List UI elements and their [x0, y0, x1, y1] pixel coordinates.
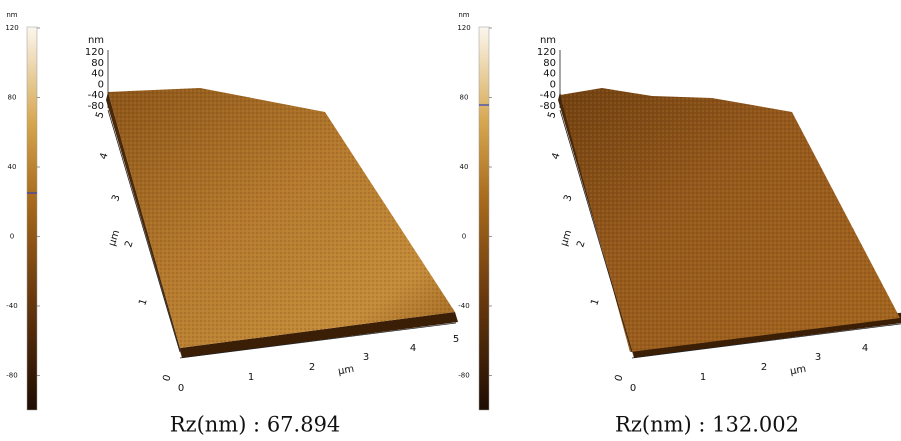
z-axis-unit: nm [88, 35, 104, 46]
y-tick-label: 5 [94, 110, 106, 119]
colorbar-unit: nm [458, 11, 469, 19]
y-tick-label: 3 [110, 193, 122, 202]
z-tick-label: 80 [91, 58, 104, 69]
y-axis-unit: µm [107, 229, 122, 248]
figure: nm12080400-40-80nm12080400-40-80µm543210… [0, 0, 901, 441]
colorbar-tick-label: 80 [8, 94, 17, 102]
surface-texture [108, 88, 455, 348]
y-tick-label: 5 [546, 110, 558, 119]
z-tick-label: -40 [88, 90, 104, 101]
panel: nm12080400-40-80nm12080400-40-80µm543210… [457, 11, 901, 437]
x-tick-label: 2 [309, 362, 315, 373]
z-tick-label: -40 [540, 90, 556, 101]
z-tick-label: 80 [543, 58, 556, 69]
y-axis-unit: µm [559, 229, 574, 248]
colorbar-tick-label: -80 [458, 372, 469, 380]
z-tick-label: 120 [85, 47, 104, 58]
x-axis-unit: µm [789, 364, 807, 378]
y-tick-label: 4 [98, 151, 110, 160]
x-tick-label: 4 [862, 343, 868, 354]
y-tick-label: 2 [123, 239, 135, 248]
z-tick-label: 40 [543, 69, 556, 80]
colorbar-tick-label: 120 [457, 24, 470, 32]
colorbar-tick-label: 0 [10, 233, 14, 241]
x-tick-label: 2 [761, 362, 767, 373]
y-tick-label: 3 [562, 193, 574, 202]
colorbar-tick-label: -40 [458, 302, 469, 310]
y-tick-label: 2 [575, 239, 587, 248]
colorbar-tick-label: 0 [462, 233, 466, 241]
x-tick-label: 1 [248, 372, 254, 383]
colorbar-tick-label: 40 [460, 163, 469, 171]
x-tick-label: 4 [410, 343, 416, 354]
surface-texture [560, 88, 900, 352]
afm-figure: nm12080400-40-80nm12080400-40-80µm543210… [0, 0, 901, 441]
colorbar-tick-label: 80 [460, 94, 469, 102]
caption: Rz(nm) : 67.894 [170, 413, 341, 437]
y-tick-label: 0 [161, 373, 173, 382]
z-tick-label: 120 [537, 47, 556, 58]
x-tick-label: 1 [700, 372, 706, 383]
panel: nm12080400-40-80nm12080400-40-80µm543210… [5, 11, 459, 437]
y-tick-label: 4 [550, 151, 562, 160]
z-axis-unit: nm [540, 35, 556, 46]
z-tick-label: 0 [550, 79, 556, 90]
x-tick-label: 0 [178, 383, 184, 394]
y-tick-label: 0 [613, 373, 625, 382]
y-tick-label: 1 [137, 297, 149, 306]
colorbar-unit: nm [6, 11, 17, 19]
colorbar [479, 27, 489, 410]
colorbar-tick-label: -80 [6, 372, 17, 380]
x-tick-label: 3 [815, 352, 821, 363]
x-tick-label: 5 [453, 334, 459, 345]
colorbar-tick-label: -40 [6, 302, 17, 310]
colorbar-tick-label: 120 [5, 24, 18, 32]
x-axis-unit: µm [337, 364, 355, 378]
z-tick-label: 40 [91, 69, 104, 80]
x-tick-label: 0 [630, 383, 636, 394]
colorbar-tick-label: 40 [8, 163, 17, 171]
z-tick-label: 0 [98, 79, 104, 90]
x-tick-label: 3 [363, 352, 369, 363]
colorbar [27, 27, 37, 410]
caption: Rz(nm) : 132.002 [615, 413, 799, 437]
y-tick-label: 1 [589, 297, 601, 306]
